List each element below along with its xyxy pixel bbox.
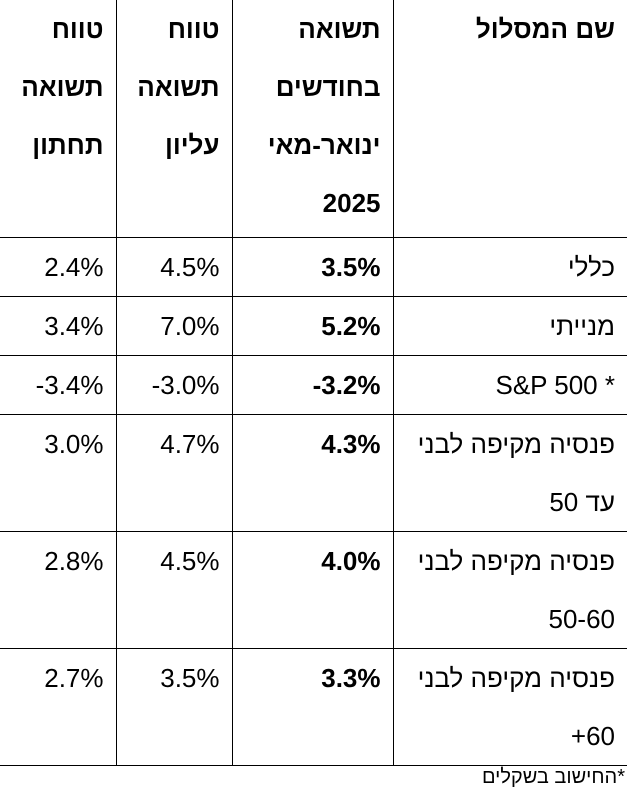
upper-range-value: 7.0% [160, 311, 220, 341]
lower-range-cell: 2.7% [0, 648, 117, 766]
lower-range-value: 3.0% [44, 429, 104, 459]
return-cell: 4.3% [231, 414, 394, 532]
table-row: פנסיה מקיפה לבני 60+ 3.3% 3.5% 2.7% [0, 648, 627, 766]
table-row: S&P 500 * -3.2% -3.0% -3.4% [0, 355, 627, 415]
lower-range-value: 2.8% [44, 546, 104, 576]
lower-range-value: 2.7% [44, 663, 104, 693]
return-value: 3.3% [321, 663, 381, 693]
upper-range-cell: 7.0% [115, 296, 233, 356]
lower-range-cell: 3.0% [0, 414, 117, 532]
table-row: פנסיה מקיפה לבני 50-60 4.0% 4.5% 2.8% [0, 531, 627, 649]
return-cell: 5.2% [231, 296, 394, 356]
return-cell: -3.2% [231, 355, 394, 415]
header-lower-range: טווח תשואה תחתון [0, 0, 117, 238]
return-value: 3.5% [321, 252, 381, 282]
lower-range-value: 3.4% [44, 311, 104, 341]
upper-range-cell: -3.0% [115, 355, 233, 415]
header-upper-range: טווח תשואה עליון [115, 0, 233, 238]
upper-range-value: 3.5% [160, 663, 220, 693]
return-cell: 3.5% [231, 237, 394, 297]
upper-range-value: 4.7% [160, 429, 220, 459]
return-cell: 4.0% [231, 531, 394, 649]
table-row: פנסיה מקיפה לבני עד 50 4.3% 4.7% 3.0% [0, 414, 627, 532]
track-name-cell: פנסיה מקיפה לבני 50-60 [392, 531, 627, 649]
return-cell: 3.3% [231, 648, 394, 766]
return-value: 5.2% [321, 311, 381, 341]
return-value: -3.2% [312, 370, 381, 400]
lower-range-cell: 2.8% [0, 531, 117, 649]
upper-range-value: 4.5% [160, 252, 220, 282]
track-name-cell: פנסיה מקיפה לבני 60+ [392, 648, 627, 766]
returns-table: שם המסלול תשואה בחודשים ינואר-מאי 2025 ט… [0, 0, 627, 766]
track-name-cell: כללי [392, 237, 627, 297]
lower-range-cell: 3.4% [0, 296, 117, 356]
return-value: 4.3% [321, 429, 381, 459]
lower-range-cell: -3.4% [0, 355, 117, 415]
lower-range-value: 2.4% [44, 252, 104, 282]
upper-range-cell: 4.5% [115, 531, 233, 649]
header-track-name: שם המסלול [392, 0, 627, 238]
footnote: *החישוב בשקלים [481, 766, 625, 788]
upper-range-cell: 3.5% [115, 648, 233, 766]
upper-range-cell: 4.7% [115, 414, 233, 532]
lower-range-cell: 2.4% [0, 237, 117, 297]
returns-table-container: שם המסלול תשואה בחודשים ינואר-מאי 2025 ט… [0, 0, 627, 766]
track-name-value: S&P 500 * [495, 370, 615, 400]
track-name-cell: מנייתי [392, 296, 627, 356]
lower-range-value: -3.4% [35, 370, 104, 400]
upper-range-cell: 4.5% [115, 237, 233, 297]
header-return: תשואה בחודשים ינואר-מאי 2025 [231, 0, 394, 238]
table-row: מנייתי 5.2% 7.0% 3.4% [0, 296, 627, 356]
return-value: 4.0% [321, 546, 381, 576]
track-name-cell: S&P 500 * [392, 355, 627, 415]
track-name-cell: פנסיה מקיפה לבני עד 50 [392, 414, 627, 532]
table-row: כללי 3.5% 4.5% 2.4% [0, 237, 627, 297]
table-header-row: שם המסלול תשואה בחודשים ינואר-מאי 2025 ט… [0, 0, 627, 238]
upper-range-value: 4.5% [160, 546, 220, 576]
upper-range-value: -3.0% [151, 370, 220, 400]
